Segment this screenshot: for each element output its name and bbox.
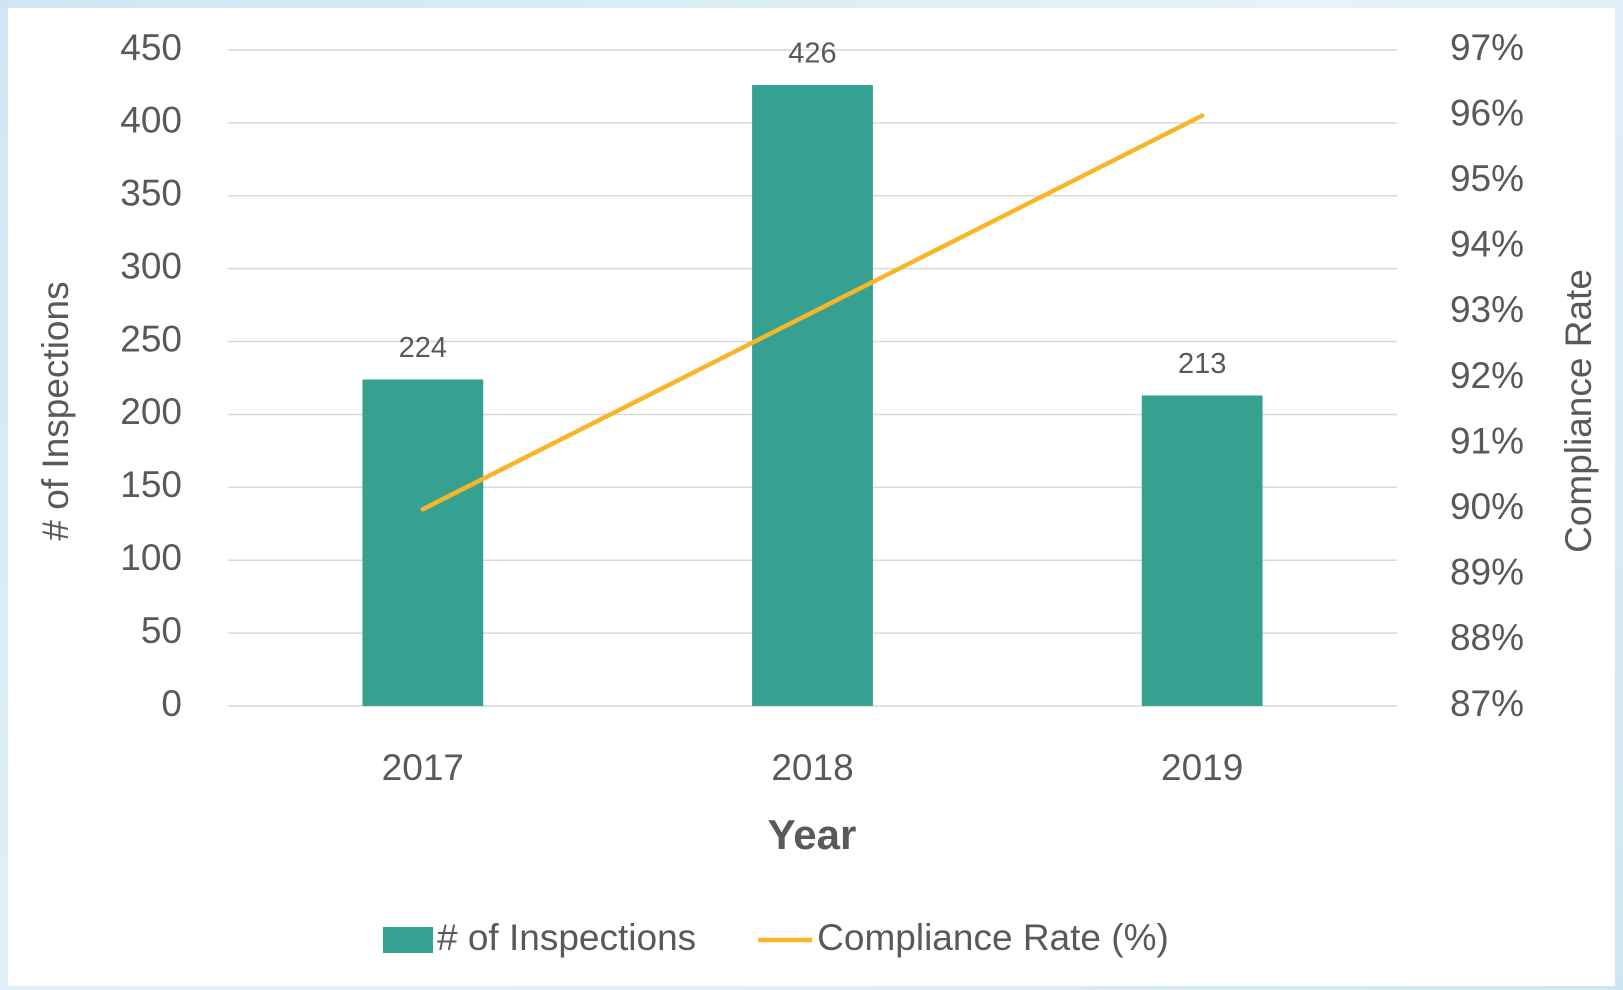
y2-tick-label: 92% [1450, 355, 1524, 396]
y-tick-label: 0 [161, 683, 182, 724]
data-label: 224 [399, 332, 447, 364]
legend-label: Compliance Rate (%) [817, 917, 1169, 958]
y-tick-label: 350 [120, 173, 182, 214]
y-axis-title: # of Inspections [35, 281, 76, 540]
y2-tick-label: 95% [1450, 158, 1524, 199]
y2-tick-label: 97% [1450, 27, 1524, 68]
y-tick-label: 150 [120, 464, 182, 505]
y-tick-label: 100 [120, 537, 182, 578]
y-tick-label: 400 [120, 100, 182, 141]
y2-tick-label: 93% [1450, 289, 1524, 330]
y2-tick-label: 90% [1450, 486, 1524, 527]
bar [752, 84, 873, 706]
data-label: 213 [1178, 348, 1226, 380]
y-tick-label: 300 [120, 245, 182, 286]
x-axis-title: Year [768, 811, 857, 858]
legend-swatch [383, 927, 433, 953]
legend-label: # of Inspections [437, 917, 696, 958]
x-tick-label: 2019 [1161, 747, 1243, 788]
y2-tick-label: 88% [1450, 617, 1524, 658]
line [420, 113, 1205, 512]
y2-tick-label: 94% [1450, 224, 1524, 265]
data-label: 426 [788, 38, 836, 70]
y2-tick-label: 91% [1450, 420, 1524, 461]
y-tick-label: 50 [141, 610, 182, 651]
y-tick-label: 200 [120, 391, 182, 432]
y2-tick-label: 87% [1450, 683, 1524, 724]
bar [1141, 395, 1263, 706]
bar [362, 379, 484, 706]
y-tick-label: 450 [120, 27, 182, 68]
y-tick-label: 250 [120, 318, 182, 359]
x-tick-label: 2018 [771, 747, 853, 788]
y2-tick-label: 96% [1450, 92, 1524, 133]
y2-tick-label: 89% [1450, 552, 1524, 593]
x-tick-label: 2017 [382, 747, 464, 788]
y2-axis-title: Compliance Rate [1558, 269, 1599, 553]
